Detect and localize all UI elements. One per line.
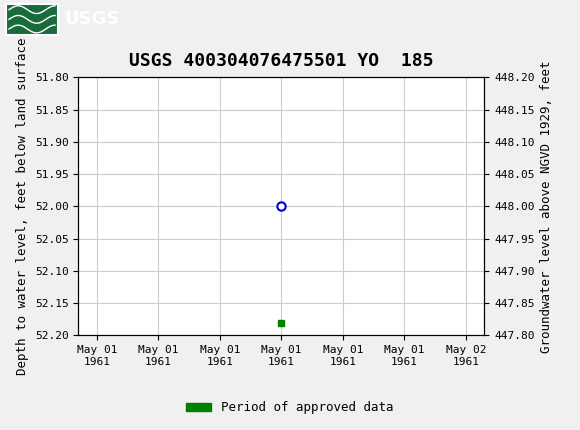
Text: USGS: USGS: [64, 10, 119, 28]
Y-axis label: Groundwater level above NGVD 1929, feet: Groundwater level above NGVD 1929, feet: [540, 60, 553, 353]
Y-axis label: Depth to water level, feet below land surface: Depth to water level, feet below land su…: [16, 38, 29, 375]
Legend: Period of approved data: Period of approved data: [181, 396, 399, 419]
Title: USGS 400304076475501 YO  185: USGS 400304076475501 YO 185: [129, 52, 433, 70]
Bar: [6, 4, 58, 35]
